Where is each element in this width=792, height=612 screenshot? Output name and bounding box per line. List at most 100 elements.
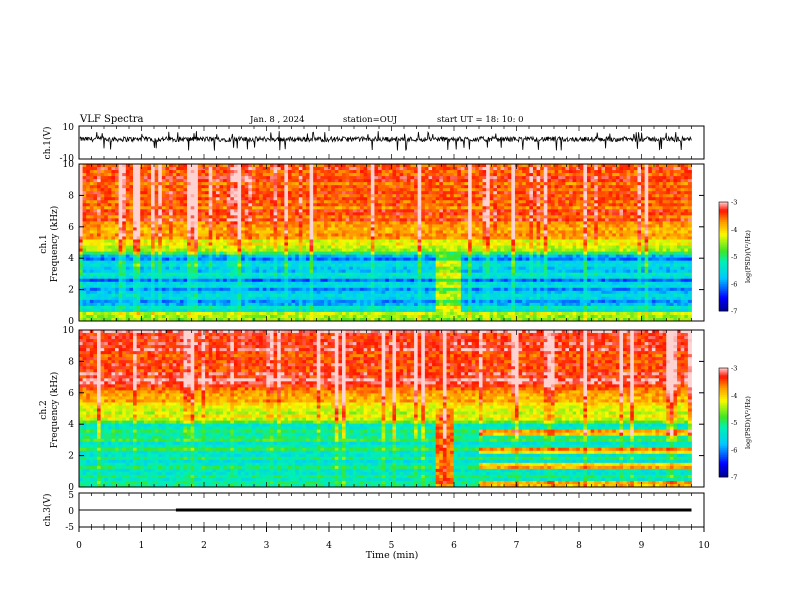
spec1-cell (154, 299, 159, 304)
spec1-cell (115, 212, 120, 216)
spec1-cell (331, 191, 336, 195)
spec1-cell (111, 305, 116, 310)
spec1-cell (223, 248, 228, 252)
spec1-cell (410, 308, 415, 313)
spec1-cell (388, 275, 393, 280)
spec1-cell (370, 239, 375, 243)
spec1-cell (79, 305, 83, 310)
spec1-cell (262, 287, 267, 292)
spec1-cell (158, 200, 163, 204)
spec1-cell (115, 173, 120, 177)
spec1-cell (284, 266, 289, 271)
spec1-cell (183, 173, 188, 177)
spec1-cell (93, 176, 98, 180)
spec1-cell (219, 299, 224, 304)
spec1-cell (197, 185, 202, 189)
spec1-cell (97, 236, 102, 240)
spec1-cell (215, 176, 220, 180)
spec1-cell (194, 218, 199, 222)
spec1-cell (161, 164, 166, 168)
spec1-cell (342, 191, 347, 195)
spec1-cell (208, 164, 213, 168)
spec1-cell (298, 260, 303, 265)
spec1-cell (118, 197, 123, 201)
spec1-cell (107, 302, 112, 307)
spec1-cell (133, 299, 138, 304)
spec1-cell (187, 302, 192, 307)
spec1-cell (266, 290, 271, 295)
spec1-cell (399, 290, 404, 295)
spec1-cell (205, 188, 210, 192)
spec1-cell (327, 173, 332, 177)
spec1-cell (284, 290, 289, 295)
spec1-cell (111, 170, 116, 174)
spec1-cell (262, 272, 267, 277)
spec1-cell (100, 251, 105, 255)
spec1-cell (223, 209, 228, 213)
spec1-cell (86, 176, 91, 180)
spec1-cell (205, 185, 210, 189)
spec1-cell (298, 272, 303, 277)
spec1-cell (93, 278, 98, 283)
spec1-cell (154, 200, 159, 204)
spec1-cell (334, 317, 339, 322)
spec1-cell (201, 257, 206, 262)
spec1-cell (165, 206, 170, 210)
spec1-cell (298, 182, 303, 186)
spec1-cell (122, 251, 127, 255)
spec1-cell (302, 218, 307, 222)
spec1-cell (183, 218, 188, 222)
spec1-cell (421, 227, 426, 231)
spec1-cell (291, 170, 296, 174)
spec1-cell (381, 296, 386, 301)
spec1-cell (226, 200, 231, 204)
spec1-cell (151, 260, 156, 265)
spec1-cell (251, 287, 256, 292)
spec1-cell (233, 185, 238, 189)
spec1-cell (342, 179, 347, 183)
spec1-cell (324, 227, 328, 231)
spec1-cell (406, 185, 411, 189)
spec1-cell (122, 272, 127, 277)
spec1-cell (104, 200, 109, 204)
spec1-cell (273, 194, 278, 198)
spec1-cell (97, 293, 102, 298)
spec1-cell (165, 260, 170, 265)
spec1-cell (356, 287, 361, 292)
spec1-cell (151, 302, 156, 307)
spec1-cell (169, 206, 174, 210)
spec1-cell (255, 203, 260, 207)
spec1-cell (305, 164, 310, 168)
spec1-cell (298, 245, 303, 249)
spec1-cell (147, 260, 152, 265)
spec1-cell (367, 230, 372, 234)
spec1-cell (233, 257, 238, 262)
spec1-cell (313, 185, 318, 189)
spec1-cell (187, 266, 192, 271)
spec1-cell (320, 230, 325, 234)
spec1-cell (295, 251, 300, 255)
spec1-cell (406, 170, 411, 174)
spec1-cell (374, 164, 379, 168)
spec1-cell (334, 227, 339, 231)
spec1-cell (378, 284, 383, 289)
spec1-cell (133, 269, 138, 274)
spec1-cell (287, 188, 292, 192)
spec1-cell (172, 218, 177, 222)
spec1-cell (388, 179, 393, 183)
spec1-cell (201, 266, 206, 271)
spec1-cell (334, 230, 339, 234)
spec1-cell (104, 308, 109, 313)
spec1-cell (241, 287, 246, 292)
spec1-cell (244, 251, 249, 255)
spec1-cell (194, 284, 199, 289)
spec1-cell (324, 218, 328, 222)
spec1-cell (374, 269, 379, 274)
spec1-cell (277, 311, 282, 316)
spec1-cell (381, 272, 386, 277)
spec1-cell (291, 272, 296, 277)
spec1-cell (360, 218, 365, 222)
spec1-cell (356, 272, 361, 277)
spec1-cell (190, 260, 195, 265)
spec1-cell (176, 197, 181, 201)
